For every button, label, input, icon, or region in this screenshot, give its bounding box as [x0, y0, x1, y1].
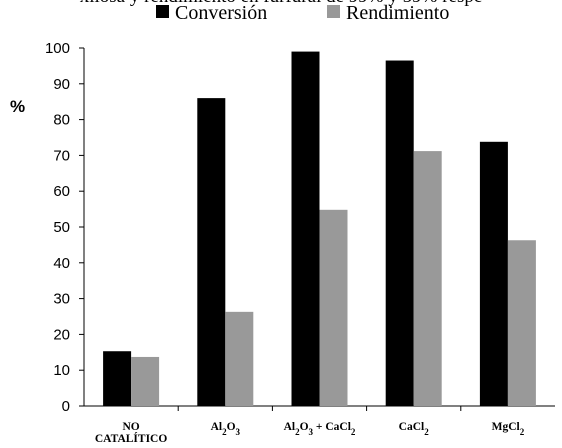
y-tick-label: 60	[53, 183, 70, 200]
legend-label: Rendimiento	[346, 2, 449, 24]
bar-conversi-n-1	[103, 351, 132, 406]
y-tick-label: 0	[62, 398, 70, 415]
chart-legend: Conversión Rendimiento	[156, 2, 449, 24]
chart-axes: 0 10 20 30 40 50 60 70 80 90 100	[45, 40, 555, 415]
x-tick-label: Al2O3 + CaCl2	[284, 421, 356, 437]
y-tick-label: 20	[53, 326, 70, 343]
y-tick-label: 30	[53, 291, 70, 308]
x-tick-label: CaCl2	[399, 421, 430, 437]
y-tick-label: 80	[53, 112, 70, 129]
legend-swatch	[156, 5, 169, 18]
bar-rendimiento-5	[507, 240, 536, 406]
x-tick-label: CATALÍTICO	[95, 431, 167, 445]
chart-bars	[103, 51, 536, 407]
y-tick-label: 90	[53, 76, 70, 93]
bar-rendimiento-1	[131, 356, 160, 406]
legend-swatch	[327, 5, 340, 18]
legend-label: Conversión	[175, 2, 267, 24]
bar-conversi-n-3	[291, 51, 320, 407]
bar-rendimiento-2	[225, 311, 254, 406]
bar-conversi-n-2	[197, 98, 226, 407]
y-tick-label: 100	[45, 40, 70, 57]
y-tick-label: 40	[53, 255, 70, 272]
bar-rendimiento-4	[413, 151, 442, 406]
x-tick-label: Al2O3	[211, 421, 241, 437]
y-axis-label: %	[10, 97, 25, 116]
x-tick-label: NO	[122, 421, 139, 433]
y-tick-label: 50	[53, 219, 70, 236]
y-tick-label: 10	[53, 362, 70, 379]
bar-rendimiento-3	[319, 209, 348, 406]
x-tick-label: MgCl2	[492, 421, 525, 437]
bar-conversi-n-4	[385, 60, 414, 406]
y-tick-label: 70	[53, 147, 70, 164]
bar-conversi-n-5	[479, 141, 508, 406]
cropped-caption-text: xilosa y rendimiento en furfural de 99% …	[0, 0, 562, 8]
